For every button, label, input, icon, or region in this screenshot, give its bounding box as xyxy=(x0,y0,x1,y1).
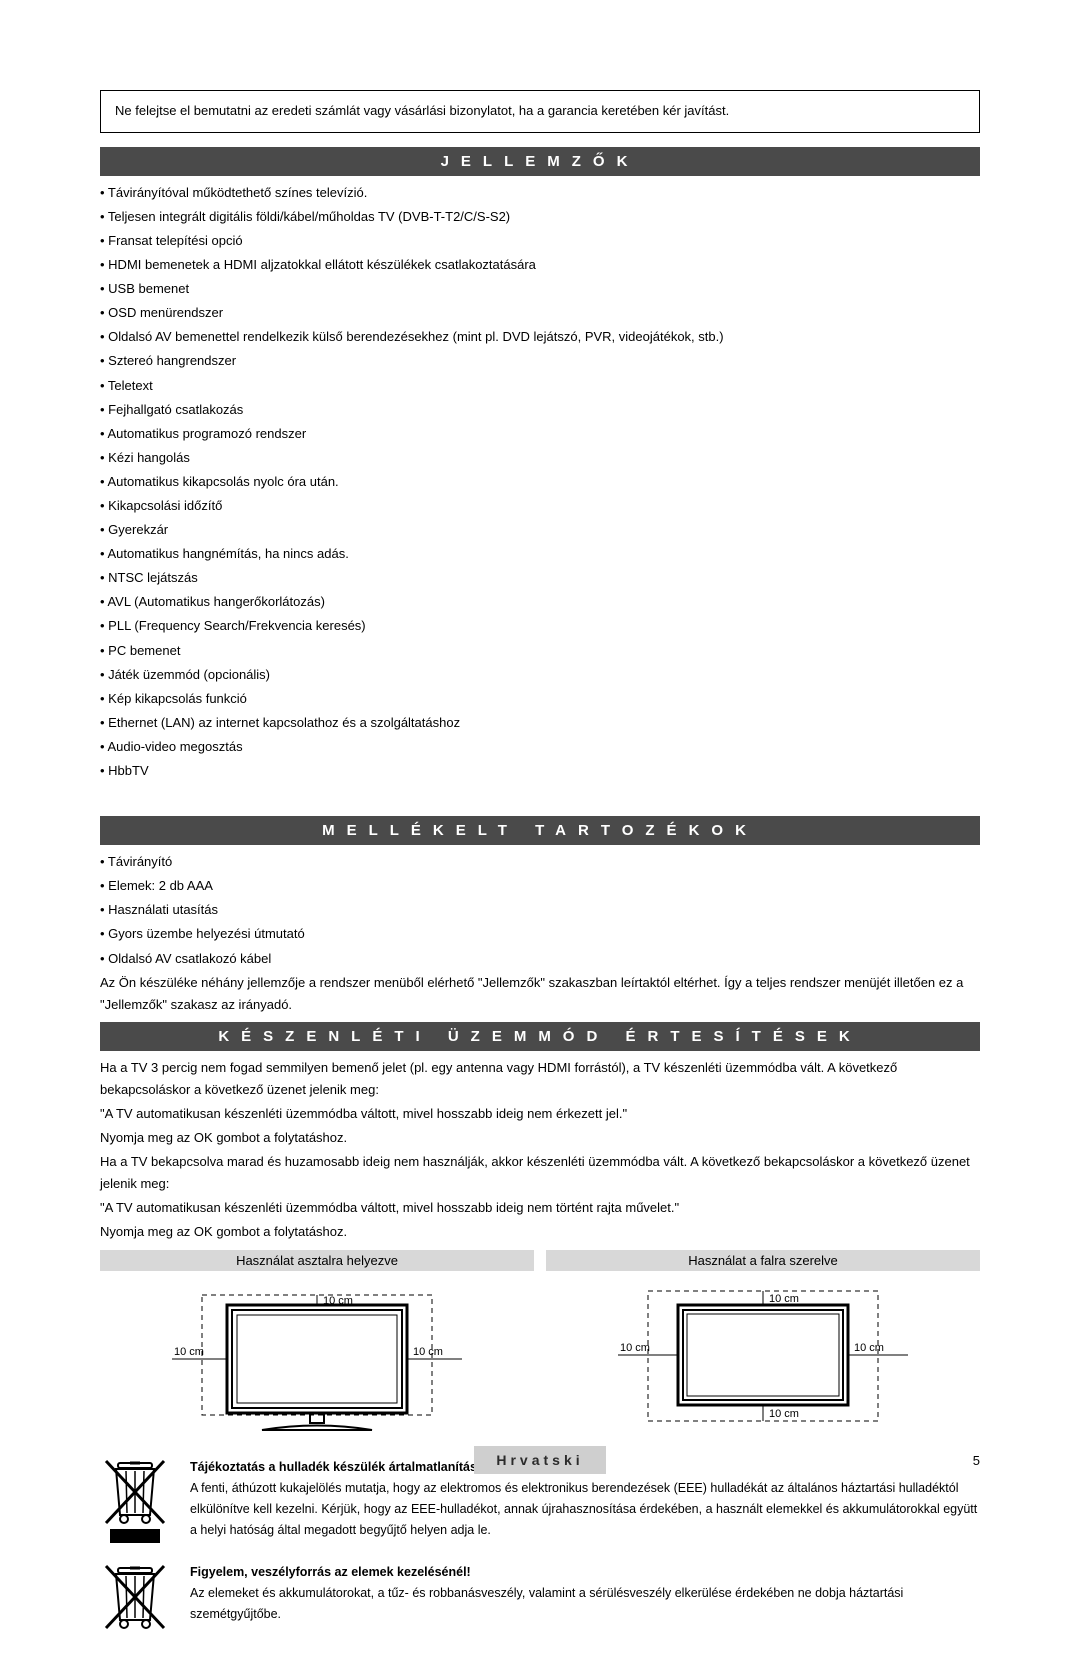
weee-bin-crossed-icon xyxy=(100,1562,170,1654)
svg-text:10 cm: 10 cm xyxy=(323,1295,353,1307)
weee-row-2: Figyelem, veszélyforrás az elemek kezelé… xyxy=(100,1562,980,1657)
section-header-features-label: JELLEMZŐK xyxy=(441,153,640,170)
page-number: 5 xyxy=(973,1453,980,1468)
body-line: Ha a TV bekapcsolva marad és huzamosabb … xyxy=(100,1151,980,1195)
section-header-standby: KÉSZENLÉTI ÜZEMMÓD ÉRTESÍTÉSEK xyxy=(100,1022,980,1051)
body-line: • Gyerekzár xyxy=(100,519,980,541)
body-line: • Játék üzemmód (opcionális) xyxy=(100,664,980,686)
notice-box: Ne felejtse el bemutatni az eredeti szám… xyxy=(100,90,980,133)
svg-text:10 cm: 10 cm xyxy=(413,1346,443,1358)
body-line: • Távirányítóval működtethető színes tel… xyxy=(100,182,980,204)
install-wall-header: Használat a falra szerelve xyxy=(546,1250,980,1271)
install-diagrams-row: Használat asztalra helyezve 10 cm10 cm10… xyxy=(100,1250,980,1447)
svg-text:10 cm: 10 cm xyxy=(854,1342,884,1354)
features-body: • Távirányítóval működtethető színes tel… xyxy=(100,182,980,782)
section-header-features: JELLEMZŐK xyxy=(100,147,980,176)
body-line: "A TV automatikusan készenléti üzemmódba… xyxy=(100,1197,980,1219)
section-header-standby-label: KÉSZENLÉTI ÜZEMMÓD ÉRTESÍTÉSEK xyxy=(218,1028,861,1045)
body-line: • Audio-video megosztás xyxy=(100,736,980,758)
body-line: "A TV automatikusan készenléti üzemmódba… xyxy=(100,1103,980,1125)
body-line: • Ethernet (LAN) az internet kapcsolatho… xyxy=(100,712,980,734)
body-line: Nyomja meg az OK gombot a folytatáshoz. xyxy=(100,1221,980,1243)
install-wall-col: Használat a falra szerelve 10 cm10 cm10 … xyxy=(546,1250,980,1447)
body-line: • Kép kikapcsolás funkció xyxy=(100,688,980,710)
install-stand-header: Használat asztalra helyezve xyxy=(100,1250,534,1271)
body-line: • USB bemenet xyxy=(100,278,980,300)
page-language-tab: Hrvatski xyxy=(474,1446,605,1474)
weee-text-2: Figyelem, veszélyforrás az elemek kezelé… xyxy=(190,1562,980,1626)
diagram-stand: 10 cm 10 cm 10 cm xyxy=(172,1277,462,1447)
notice-text: Ne felejtse el bemutatni az eredeti szám… xyxy=(115,103,729,118)
body-line: • Kézi hangolás xyxy=(100,447,980,469)
body-line: Nyomja meg az OK gombot a folytatáshoz. xyxy=(100,1127,980,1149)
body-line: • Automatikus programozó rendszer xyxy=(100,423,980,445)
body-line: • Fransat telepítési opció xyxy=(100,230,980,252)
svg-text:10 cm: 10 cm xyxy=(620,1342,650,1354)
body-line: • NTSC lejátszás xyxy=(100,567,980,589)
svg-text:10 cm: 10 cm xyxy=(174,1346,204,1358)
body-line: • Távirányító xyxy=(100,851,980,873)
weee-icon-2-wrap xyxy=(100,1562,170,1657)
body-line: • Kikapcsolási időzítő xyxy=(100,495,980,517)
accessories-body: • Távirányító• Elemek: 2 db AAA• Használ… xyxy=(100,851,980,1016)
svg-text:10 cm: 10 cm xyxy=(769,1293,799,1305)
body-line: • Sztereó hangrendszer xyxy=(100,350,980,372)
body-line: Ha a TV 3 percig nem fogad semmilyen bem… xyxy=(100,1057,980,1101)
section-header-accessories: MELLÉKELT TARTOZÉKOK xyxy=(100,816,980,845)
body-line: • Elemek: 2 db AAA xyxy=(100,875,980,897)
svg-text:10 cm: 10 cm xyxy=(769,1408,799,1420)
body-line: • PLL (Frequency Search/Frekvencia keres… xyxy=(100,615,980,637)
diagram-wall: 10 cm 10 cm 10 cm 10 cm xyxy=(618,1277,908,1437)
weee2-title: Figyelem, veszélyforrás az elemek kezelé… xyxy=(190,1562,980,1583)
body-line: • Fejhallgató csatlakozás xyxy=(100,399,980,421)
body-line: • OSD menürendszer xyxy=(100,302,980,324)
body-line: • Gyors üzembe helyezési útmutató xyxy=(100,923,980,945)
weee2-body: Az elemeket és akkumulátorokat, a tűz- é… xyxy=(190,1583,980,1626)
body-line: • Oldalsó AV csatlakozó kábel xyxy=(100,948,980,970)
weee1-body: A fenti, áthúzott kukajelölés mutatja, h… xyxy=(190,1478,980,1542)
section-header-accessories-label: MELLÉKELT TARTOZÉKOK xyxy=(322,822,758,839)
body-line: Az Ön készüléke néhány jellemzője a rend… xyxy=(100,972,980,1016)
page-number-label: 5 xyxy=(973,1453,980,1468)
body-line: • Teletext xyxy=(100,375,980,397)
page-footer: Hrvatski xyxy=(0,1446,1080,1474)
page-language-tab-label: Hrvatski xyxy=(496,1452,583,1468)
body-line: • Teljesen integrált digitális földi/káb… xyxy=(100,206,980,228)
body-line: • AVL (Automatikus hangerőkorlátozás) xyxy=(100,591,980,613)
standby-body: Ha a TV 3 percig nem fogad semmilyen bem… xyxy=(100,1057,980,1244)
body-line: • Automatikus kikapcsolás nyolc óra után… xyxy=(100,471,980,493)
body-line: • Oldalsó AV bemenettel rendelkezik küls… xyxy=(100,326,980,348)
diagram-wall-wrap: 10 cm 10 cm 10 cm 10 cm xyxy=(546,1277,980,1437)
body-line: • Automatikus hangnémítás, ha nincs adás… xyxy=(100,543,980,565)
install-stand-header-label: Használat asztalra helyezve xyxy=(236,1253,398,1268)
diagram-stand-wrap: 10 cm 10 cm 10 cm xyxy=(100,1277,534,1447)
body-line: • HbbTV xyxy=(100,760,980,782)
body-line: • Használati utasítás xyxy=(100,899,980,921)
install-wall-header-label: Használat a falra szerelve xyxy=(688,1253,838,1268)
body-line: • HDMI bemenetek a HDMI aljzatokkal ellá… xyxy=(100,254,980,276)
body-line: • PC bemenet xyxy=(100,640,980,662)
install-stand-col: Használat asztalra helyezve 10 cm10 cm10… xyxy=(100,1250,534,1447)
